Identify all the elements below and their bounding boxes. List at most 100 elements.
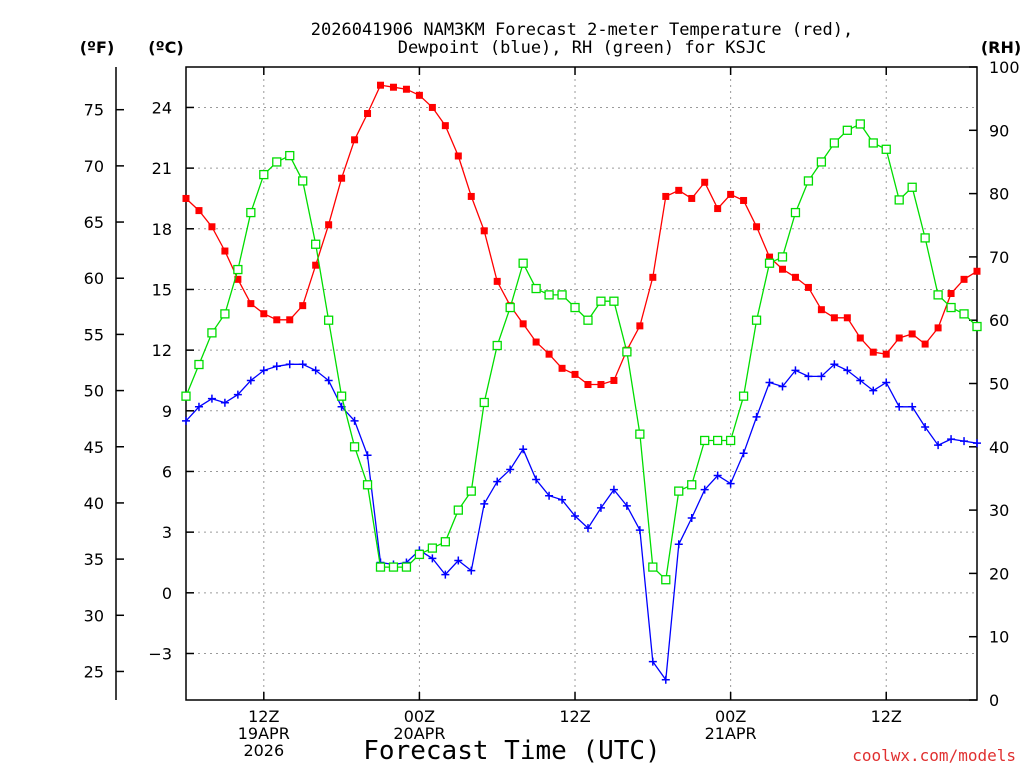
rh-point <box>466 486 476 496</box>
fahrenheit-tick-label: 35 <box>84 550 104 569</box>
x-tick-label: 20APR <box>393 724 445 743</box>
2-meter-temperature-point <box>208 223 216 231</box>
rh-point <box>427 543 438 553</box>
2-meter-temperature-point <box>480 227 488 235</box>
dewpoint-point <box>493 477 502 486</box>
rh-point <box>907 182 917 192</box>
rh-point <box>725 435 736 446</box>
rh-tick-label: 40 <box>989 438 1009 457</box>
dewpoint-point <box>545 491 554 500</box>
dewpoint-point <box>674 540 683 549</box>
2-meter-temperature-point <box>921 340 929 348</box>
celsius-tick-label: 12 <box>152 341 172 360</box>
2-meter-temperature-point <box>869 348 877 356</box>
rh-point <box>894 195 904 205</box>
dewpoint-point <box>298 360 307 369</box>
2-meter-temperature-point <box>441 122 449 130</box>
rh-tick-label: 80 <box>989 185 1009 204</box>
dewpoint-point <box>259 366 268 375</box>
rh-point <box>946 302 956 313</box>
dewpoint-point <box>869 386 878 395</box>
plot-frame <box>185 66 978 701</box>
rh-tick-label: 60 <box>989 311 1009 330</box>
dewpoint-line <box>185 363 978 682</box>
rh-tick-label: 30 <box>989 501 1009 520</box>
rh-line <box>185 123 978 582</box>
rh-point <box>959 309 969 319</box>
dewpoint-point <box>519 445 528 454</box>
rh-point <box>751 315 762 325</box>
dewpoint-point <box>726 479 735 488</box>
2-meter-temperature-point <box>389 83 397 91</box>
dewpoint-point <box>480 499 489 508</box>
dewpoint-point <box>947 435 956 444</box>
2-meter-temperature-point <box>895 334 903 342</box>
2-meter-temperature-point <box>804 283 812 291</box>
fahrenheit-tick-label: 60 <box>84 269 104 288</box>
2-meter-temperature-point <box>843 314 851 322</box>
x-tick-label: 12Z <box>248 707 279 726</box>
rh-point <box>829 138 840 148</box>
rh-point <box>790 207 801 218</box>
rh-point <box>479 397 489 408</box>
rh-tick-label: 90 <box>989 121 1009 140</box>
grid-lines <box>186 67 977 700</box>
rh-point <box>194 359 204 370</box>
dewpoint-point <box>960 437 969 446</box>
dewpoint-point <box>648 657 657 666</box>
dewpoint-point <box>622 501 631 510</box>
fahrenheit-tick-label: 55 <box>84 325 104 344</box>
rh-point <box>933 290 943 300</box>
dewpoint-point <box>428 554 437 563</box>
2-meter-temperature-point <box>195 207 203 215</box>
x-tick-label: 12Z <box>871 707 902 726</box>
celsius-unit-label: (ºC) <box>148 38 183 57</box>
2-meter-temperature-point <box>221 247 229 255</box>
dewpoint-point <box>596 503 605 512</box>
rh-point <box>609 296 619 306</box>
rh-point <box>777 252 788 262</box>
dewpoint-point <box>908 402 917 411</box>
fahrenheit-tick-label: 65 <box>84 213 104 232</box>
celsius-tick-label: 3 <box>162 523 172 542</box>
2-meter-temperature-point <box>467 192 475 200</box>
2-meter-temperature-point <box>908 330 916 338</box>
x-tick-label: 00Z <box>715 707 746 726</box>
dewpoint-point <box>285 360 294 369</box>
2-meter-temperature-point <box>299 302 307 310</box>
2-meter-temperature-point <box>934 324 942 332</box>
fahrenheit-unit-label: (ºF) <box>80 38 115 57</box>
2-meter-temperature-point <box>325 221 333 229</box>
dewpoint-point <box>532 475 541 484</box>
rh-point <box>220 309 230 319</box>
x-tick-label: 12Z <box>559 707 590 726</box>
rh-point <box>518 258 528 268</box>
rh-point <box>700 435 710 446</box>
2-meter-temperature-point <box>766 253 774 261</box>
celsius-tick-label: 0 <box>162 584 172 603</box>
dewpoint-point <box>207 394 216 403</box>
dewpoint-point <box>350 416 359 425</box>
rh-point <box>311 239 321 249</box>
rh-point <box>816 157 827 167</box>
celsius-tick-label: 18 <box>152 220 172 239</box>
2-meter-temperature-point <box>532 338 540 346</box>
x-tick-label: 2026 <box>243 741 284 760</box>
2-meter-temperature-point <box>714 205 722 213</box>
dewpoint-point <box>558 495 567 504</box>
2-meter-temperature-point <box>273 316 281 324</box>
rh-point <box>635 429 645 439</box>
2-meter-temperature-point <box>415 91 423 99</box>
rh-point <box>674 486 684 496</box>
rh-point <box>246 207 256 218</box>
fahrenheit-tick-label: 40 <box>84 494 104 513</box>
rh-point <box>920 233 930 243</box>
2-meter-temperature-point <box>364 110 372 118</box>
dewpoint-point <box>713 471 722 480</box>
rh-point <box>388 562 399 572</box>
rh-point <box>298 176 308 186</box>
dewpoint-point <box>194 402 203 411</box>
x-tick-label: 21APR <box>705 724 757 743</box>
